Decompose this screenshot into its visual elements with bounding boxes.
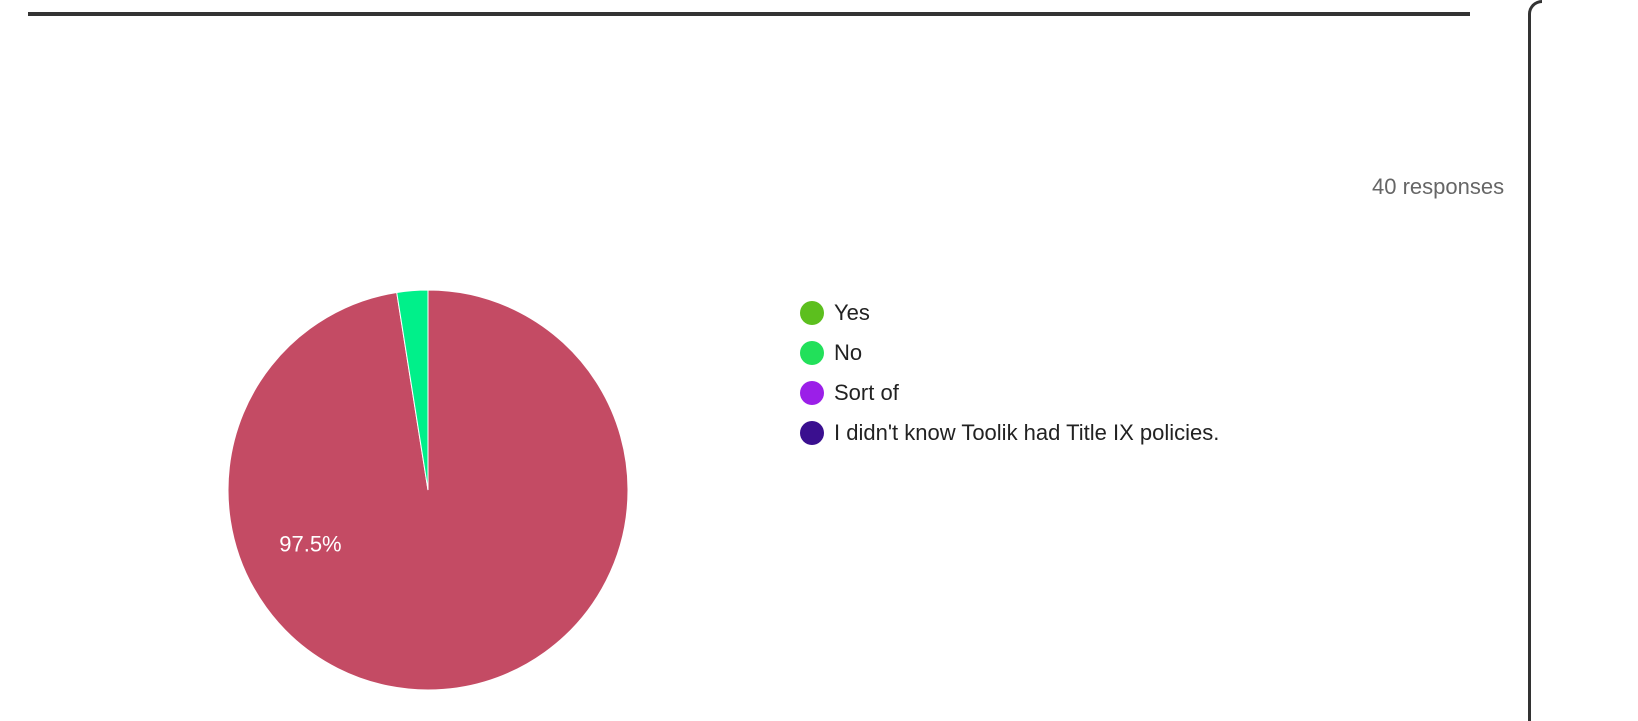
pie-chart: 97.5% (0, 0, 1500, 721)
page: 40 responses 97.5% YesNoSort ofI didn't … (0, 0, 1638, 721)
legend-swatch (800, 301, 824, 325)
panel-border (1528, 0, 1542, 721)
legend-swatch (800, 421, 824, 445)
legend-label: I didn't know Toolik had Title IX polici… (834, 420, 1219, 446)
legend-swatch (800, 381, 824, 405)
legend-item: No (800, 340, 1240, 366)
legend-label: Yes (834, 300, 870, 326)
legend-item: I didn't know Toolik had Title IX polici… (800, 420, 1240, 446)
legend-item: Sort of (800, 380, 1240, 406)
legend-label: No (834, 340, 862, 366)
slice-label: 97.5% (279, 531, 341, 556)
legend-swatch (800, 341, 824, 365)
legend-item: Yes (800, 300, 1240, 326)
legend: Yes No Sort of I didn't know Toolik had Tit… (800, 300, 1240, 460)
legend-label: Sort of (834, 380, 899, 406)
